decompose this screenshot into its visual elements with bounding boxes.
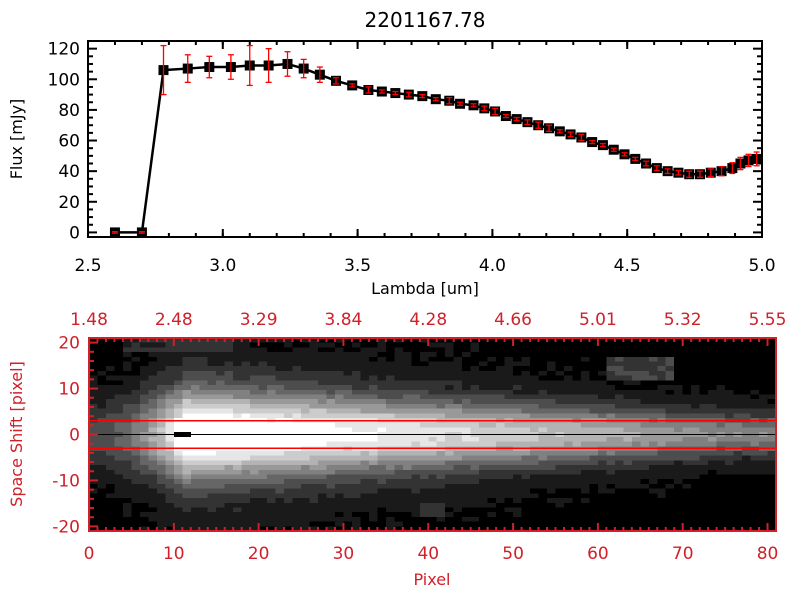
error-bar: [513, 116, 520, 122]
y-tick-label: 20: [58, 193, 80, 213]
wavelength-tick-label: 3.84: [325, 310, 363, 330]
wavelength-tick-label: 2.48: [155, 310, 193, 330]
y-tick-label: 120: [48, 40, 80, 60]
heatmap-x-tick-label: 0: [84, 544, 95, 564]
error-bar: [365, 86, 372, 94]
error-bar: [696, 170, 703, 178]
error-bar: [718, 165, 725, 177]
error-bar: [419, 93, 426, 99]
wavelength-tick-label: 3.29: [240, 310, 278, 330]
x-tick-label: 4.5: [614, 256, 641, 276]
y-tick-label: 100: [48, 70, 80, 90]
heatmap-x-tick-label: 80: [757, 544, 779, 564]
error-bar: [333, 77, 340, 85]
error-bar: [265, 48, 272, 83]
error-bar: [206, 55, 213, 79]
error-bar: [589, 139, 596, 145]
error-bar: [184, 54, 191, 83]
error-bar: [481, 105, 488, 112]
error-bar: [111, 230, 118, 234]
wavelength-tick-label: 5.01: [579, 310, 617, 330]
error-bar: [632, 156, 639, 162]
error-bar: [316, 66, 323, 83]
error-bar: [610, 147, 617, 152]
error-bar: [446, 97, 453, 105]
error-bar: [599, 142, 606, 148]
x-axis-label: Lambda [um]: [371, 279, 479, 298]
error-bar: [535, 121, 542, 129]
error-bar: [284, 51, 291, 77]
y-tick-label: 0: [69, 223, 80, 243]
heatmap-y-tick-label: 10: [58, 380, 80, 400]
heatmap-y-tick-label: 0: [69, 426, 80, 446]
error-bar: [643, 160, 650, 167]
error-bar: [300, 58, 307, 79]
error-bar: [546, 124, 553, 132]
wavelength-tick-label: 5.55: [749, 310, 787, 330]
error-bar: [737, 156, 744, 171]
error-bar: [524, 119, 531, 126]
heatmap-y-tick-label: -20: [52, 517, 80, 537]
error-bar: [578, 133, 585, 142]
heatmap-x-tick-label: 60: [587, 544, 609, 564]
error-bar: [432, 97, 439, 102]
error-bar: [378, 89, 385, 94]
error-bar: [664, 168, 671, 175]
heatmap-x-tick-label: 70: [672, 544, 694, 564]
error-bar: [567, 131, 574, 138]
heatmap-x-tick-label: 50: [502, 544, 524, 564]
flux-line: [114, 62, 757, 234]
error-bar: [686, 170, 693, 178]
heatmap-y-tick-label: -10: [52, 471, 80, 491]
error-bar: [745, 153, 752, 168]
error-bar: [502, 113, 509, 119]
heatmap-x-tick-label: 40: [417, 544, 439, 564]
error-bar: [392, 90, 399, 96]
wavelength-tick-label: 1.48: [70, 310, 108, 330]
error-bar: [160, 44, 167, 96]
x-tick-label: 2.5: [74, 256, 101, 276]
x-tick-label: 5.0: [748, 256, 775, 276]
error-bar: [621, 152, 628, 157]
x-tick-label: 3.0: [209, 256, 236, 276]
top-plot-frame: [87, 40, 763, 238]
error-bar: [457, 101, 464, 106]
error-bar: [675, 169, 682, 176]
wavelength-tick-label: 4.66: [494, 310, 532, 330]
heatmap-x-tick-label: 10: [163, 544, 185, 564]
x-tick-label: 3.5: [344, 256, 371, 276]
error-bar: [470, 103, 477, 108]
chart-title: 2201167.78: [365, 8, 486, 32]
error-bar: [349, 83, 356, 88]
error-bar: [556, 129, 563, 134]
error-bar: [227, 54, 234, 80]
error-bar: [138, 230, 145, 234]
error-bar: [405, 91, 412, 98]
y-axis-label: Flux [mJy]: [7, 99, 26, 180]
x-tick-label: 4.0: [479, 256, 506, 276]
error-bar: [653, 165, 660, 172]
y-tick-label: 40: [58, 162, 80, 182]
error-bar: [753, 151, 760, 167]
heatmap-y-tick-label: 20: [58, 334, 80, 354]
wavelength-tick-label: 4.28: [409, 310, 447, 330]
y-tick-label: 80: [58, 101, 80, 121]
error-bar: [707, 168, 714, 178]
error-bar: [729, 162, 736, 175]
error-bar: [246, 44, 253, 87]
wavelength-tick-label: 5.32: [664, 310, 702, 330]
y-tick-label: 60: [58, 132, 80, 152]
heatmap-x-tick-label: 30: [333, 544, 355, 564]
error-bar: [492, 107, 499, 116]
heatmap-x-tick-label: 20: [248, 544, 270, 564]
heatmap-y-axis-label: Space Shift [pixel]: [7, 361, 26, 507]
heatmap-x-axis-label: Pixel: [413, 570, 450, 589]
